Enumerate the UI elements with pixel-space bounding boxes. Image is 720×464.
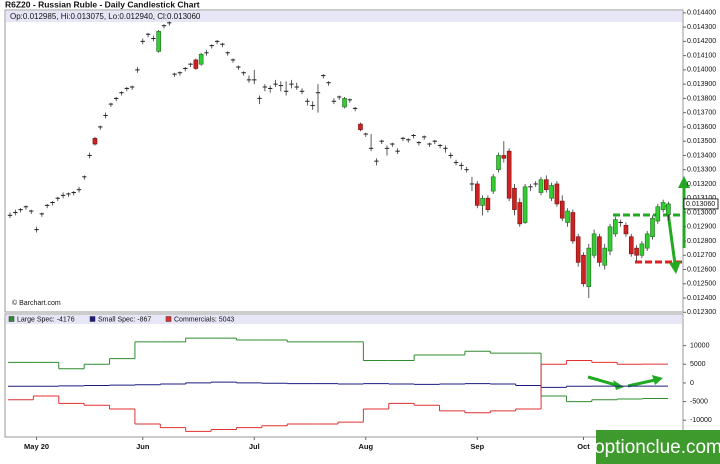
candle-body (650, 217, 655, 238)
x-tick-label: Aug (358, 442, 373, 451)
candle-body (358, 123, 363, 131)
x-tick-label: Jul (249, 442, 260, 451)
y-tick-label: 0.013700 (687, 110, 716, 117)
y-tick-label: 0 (690, 380, 694, 387)
candle-body (538, 179, 544, 193)
candle-body (607, 226, 613, 252)
cot-panel (4, 313, 684, 438)
candle-body (517, 202, 523, 225)
y-tick-label: 0.013400 (687, 152, 716, 159)
candle-body (485, 197, 491, 210)
candle-body (639, 243, 645, 256)
y-tick-label: 0.013600 (687, 124, 716, 131)
x-tick-label: Jun (136, 442, 150, 451)
candle-body (602, 247, 608, 266)
y-tick-label: 0.013300 (687, 167, 716, 174)
candle-body (512, 187, 517, 210)
y-tick-label: 0.014100 (687, 52, 716, 59)
arrow-head (678, 176, 690, 188)
y-tick-label: 0.012500 (687, 281, 716, 288)
candle-body (581, 254, 586, 285)
candle-body (575, 236, 581, 263)
candle-body (655, 206, 661, 222)
candle-body (628, 236, 634, 255)
price-panel (4, 9, 684, 313)
x-tick-label: May 20 (24, 442, 49, 451)
candle-body (544, 179, 549, 190)
x-tick-label: Sep (470, 442, 484, 451)
candle-body (565, 210, 570, 223)
arrow-cot-1 (587, 375, 617, 387)
y-tick-label: 0.014400 (687, 10, 716, 17)
candle-body (522, 186, 528, 223)
candle-body (342, 98, 347, 108)
candle-body (623, 225, 629, 235)
candle-body (591, 233, 597, 256)
candle-body (559, 200, 565, 219)
legend-swatch (8, 316, 15, 322)
legend-label: Small Spec: -867 (98, 316, 151, 323)
legend-swatch (89, 316, 96, 322)
candle-body (480, 197, 485, 206)
y-tick-label: -5000 (690, 398, 708, 405)
candle-body (474, 183, 480, 206)
y-tick-label: 0.012800 (687, 238, 716, 245)
arrow-head (669, 261, 681, 274)
y-tick-label: 0.013800 (687, 95, 716, 102)
candle-body (490, 176, 496, 192)
candle-body (156, 31, 161, 52)
candle-body (92, 138, 98, 145)
y-tick-label: 0.012600 (687, 266, 716, 273)
y-tick-label: 0.014200 (687, 38, 716, 45)
candle-body (660, 202, 666, 210)
chart-title: R6Z20 - Russian Ruble - Daily Candlestic… (5, 0, 200, 9)
y-tick-label: 0.014300 (687, 24, 716, 31)
candle-body (193, 59, 199, 69)
y-tick-label: 0.012700 (687, 252, 716, 259)
candle-body (570, 212, 576, 242)
y-tick-label: 5000 (690, 361, 706, 368)
y-tick-label: 0.012400 (687, 295, 716, 302)
arrow-head (652, 375, 663, 385)
candle-body (634, 247, 639, 256)
x-tick-label: Oct (577, 442, 590, 451)
y-tick-label: 0.012300 (687, 309, 716, 316)
candle-body (198, 53, 204, 65)
y-tick-label: 0.013500 (687, 138, 716, 145)
last-price-label: 0.013060 (686, 201, 715, 208)
arrow-head (613, 380, 624, 390)
y-tick-label: 0.013900 (687, 81, 716, 88)
legend-label: Commercials: 5043 (174, 316, 234, 323)
y-tick-label: 0.012900 (687, 224, 716, 231)
watermark: optionclue.com (594, 437, 720, 458)
legend-band (6, 315, 682, 324)
legend-swatch (165, 316, 172, 322)
candle-body (586, 247, 592, 287)
watermark-box (596, 430, 720, 464)
y-tick-label: 0.013000 (687, 209, 716, 216)
ohlc-info: Op:0.012985, Hi:0.013075, Lo:0.012940, C… (10, 12, 201, 21)
candle-body (496, 155, 501, 171)
legend-label: Large Spec: -4176 (17, 316, 75, 323)
candle-body (554, 183, 560, 205)
candle-body (613, 219, 618, 235)
y-tick-label: -10000 (690, 417, 712, 424)
arrow-cot-2 (627, 378, 656, 388)
y-tick-label: 10000 (690, 342, 710, 349)
info-band (6, 11, 682, 22)
source: © Barchart.com (12, 299, 61, 307)
candle-body (549, 185, 554, 199)
y-tick-label: 0.013200 (687, 181, 716, 188)
candle-body (506, 150, 512, 199)
candle-body (597, 236, 602, 263)
y-tick-label: 0.014000 (687, 67, 716, 74)
candle-body (666, 203, 671, 215)
candle-body (644, 233, 650, 249)
candle-body (501, 155, 507, 159)
last-price-box (683, 198, 719, 210)
